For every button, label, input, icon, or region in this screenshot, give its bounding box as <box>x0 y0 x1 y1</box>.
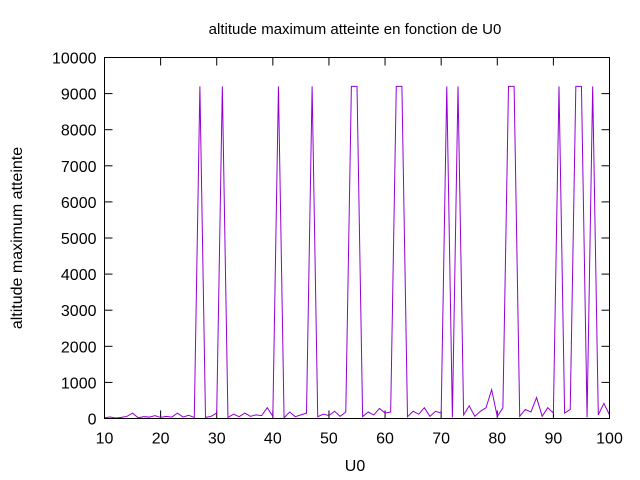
x-tick-label-3: 40 <box>264 431 282 448</box>
y-tick-label-6: 6000 <box>61 195 97 212</box>
y-axis: 0 1000 2000 3000 4000 5000 6000 7000 8000 9000 100… <box>52 51 610 429</box>
y-tick-label-5: 5000 <box>61 231 97 248</box>
x-tick-label-2: 30 <box>208 431 226 448</box>
plot-frame <box>104 57 610 419</box>
y-axis-label: altitude maximum atteinte <box>9 147 26 329</box>
x-tick-label-6: 70 <box>432 431 450 448</box>
x-tick-label-8: 90 <box>544 431 562 448</box>
y-tick-label-3: 3000 <box>61 303 97 320</box>
y-tick-label-4: 4000 <box>61 267 97 284</box>
y-tick-label-9: 9000 <box>61 87 97 104</box>
x-tick-label-1: 20 <box>152 431 170 448</box>
x-axis: 10 20 30 40 50 60 70 80 90 100 <box>96 57 623 448</box>
y-tick-label-7: 7000 <box>61 159 97 176</box>
y-tick-label-1: 1000 <box>61 375 97 392</box>
y-tick-label-10: 10000 <box>52 51 97 68</box>
series-layer <box>104 85 610 419</box>
x-tick-label-7: 80 <box>488 431 506 448</box>
x-axis-label: U0 <box>345 458 366 475</box>
y-tick-label-0: 0 <box>88 412 97 429</box>
y-tick-label-2: 2000 <box>61 339 97 356</box>
x-tick-label-4: 50 <box>320 431 338 448</box>
x-tick-label-5: 60 <box>376 431 394 448</box>
x-tick-label-0: 10 <box>96 431 114 448</box>
x-tick-label-9: 100 <box>596 431 623 448</box>
series-line-0 <box>104 85 610 419</box>
y-tick-label-8: 8000 <box>61 123 97 140</box>
chart-title: altitude maximum atteinte en fonction de… <box>209 21 502 38</box>
